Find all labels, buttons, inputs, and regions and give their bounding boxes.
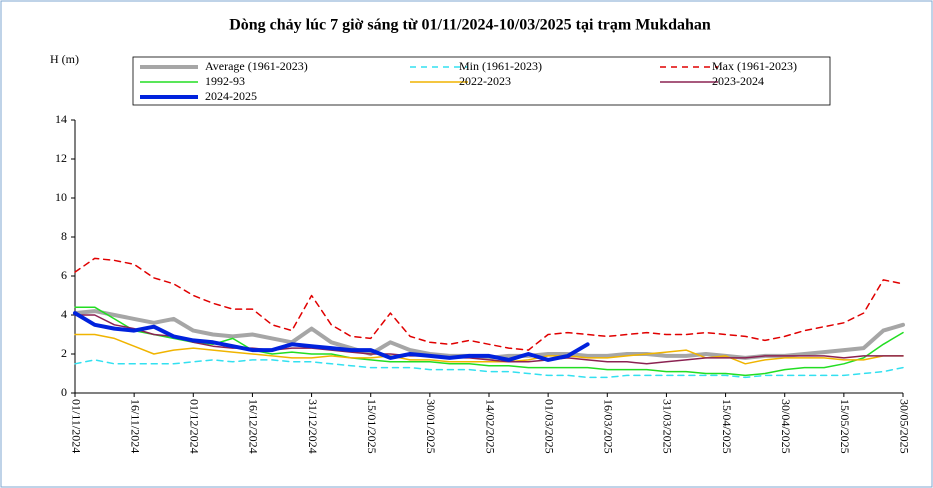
y-tick-label: 6 [61,268,67,282]
x-tick-label: 16/12/2024 [247,399,261,454]
chart-title: Dòng chảy lúc 7 giờ sáng từ 01/11/2024-1… [229,17,711,34]
legend-label: Min (1961-2023) [459,59,542,73]
x-tick-label: 15/01/2025 [365,399,379,454]
y-tick-label: 12 [55,151,67,165]
y-tick-label: 8 [61,229,67,243]
y-tick-label: 0 [61,385,67,399]
x-tick-label: 01/11/2024 [69,399,83,453]
legend-label: 2023-2024 [712,74,764,88]
x-tick-label: 15/05/2025 [838,399,852,454]
x-tick-label: 01/03/2025 [542,399,556,454]
series-line [74,257,904,351]
y-tick-label: 2 [61,346,67,360]
y-tick-label: 4 [61,307,67,321]
legend-label: 1992-93 [205,74,245,88]
series-line [74,359,904,379]
x-tick-label: 15/04/2025 [720,399,734,454]
legend-label: 2022-2023 [459,74,511,88]
series-line [73,311,590,362]
legend-label: Max (1961-2023) [712,59,797,73]
x-tick-label: 30/04/2025 [779,399,793,454]
x-tick-label: 31/12/2024 [306,399,320,454]
y-axis-label: H (m) [50,52,79,66]
y-tick-label: 14 [55,112,67,126]
legend-label: 2024-2025 [205,89,257,103]
x-tick-label: 14/02/2025 [483,399,497,454]
x-tick-label: 16/03/2025 [602,399,616,454]
x-tick-label: 01/12/2024 [188,399,202,454]
series-line [74,314,904,365]
x-tick-label: 30/05/2025 [897,399,911,454]
y-tick-label: 10 [55,190,67,204]
x-tick-label: 31/03/2025 [661,399,675,454]
legend-label: Average (1961-2023) [205,59,308,73]
x-tick-label: 16/11/2024 [128,399,142,453]
legend-box [132,56,831,106]
x-tick-label: 30/01/2025 [424,399,438,454]
series-line [74,333,904,365]
